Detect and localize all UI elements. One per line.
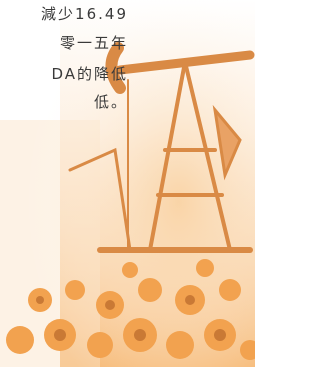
text-line: 低。 [94, 91, 128, 112]
oilfield-illustration [0, 0, 255, 367]
text-line: DA的降低 [51, 63, 128, 84]
text-line: 零一五年 [60, 32, 128, 53]
text-line: 減少16.49 [41, 3, 128, 24]
page: {"paragraph": {"lines": ["減少16.49", "零一五… [0, 0, 255, 367]
